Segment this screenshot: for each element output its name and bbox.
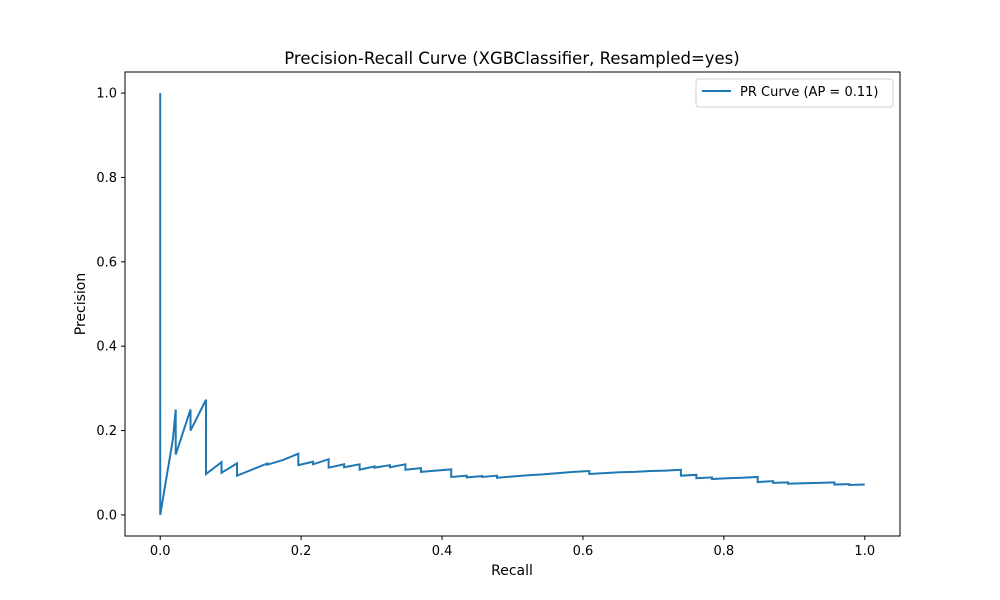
x-tick-label: 1.0 [854,544,875,559]
y-tick-label: 0.6 [96,255,117,270]
x-axis-label: Recall [491,563,533,579]
legend: PR Curve (AP = 0.11) [695,78,894,108]
plot-area-frame [124,71,901,537]
chart-title: Precision-Recall Curve (XGBClassifier, R… [284,49,739,68]
x-tick-label: 0.4 [432,544,453,559]
series-group [159,93,865,516]
y-tick-label: 1.0 [96,87,117,102]
x-tick-label: 0.2 [291,544,312,559]
y-tick-label: 0.4 [96,340,117,355]
x-tick-label: 0.6 [573,544,594,559]
y-tick-label: 0.2 [96,424,117,439]
legend-label: PR Curve (AP = 0.11) [740,85,878,100]
y-axis: 0.0 0.2 0.4 0.6 0.8 1.0 [96,87,125,523]
legend-box [695,78,894,108]
y-tick-label: 0.8 [96,171,117,186]
pr-curve-line [159,93,865,516]
x-tick-label: 0.8 [714,544,735,559]
y-tick-label: 0.0 [96,508,117,523]
x-tick-label: 0.0 [150,544,171,559]
x-axis: 0.0 0.2 0.4 0.6 0.8 1.0 [150,536,875,559]
y-axis-label: Precision [73,273,89,335]
